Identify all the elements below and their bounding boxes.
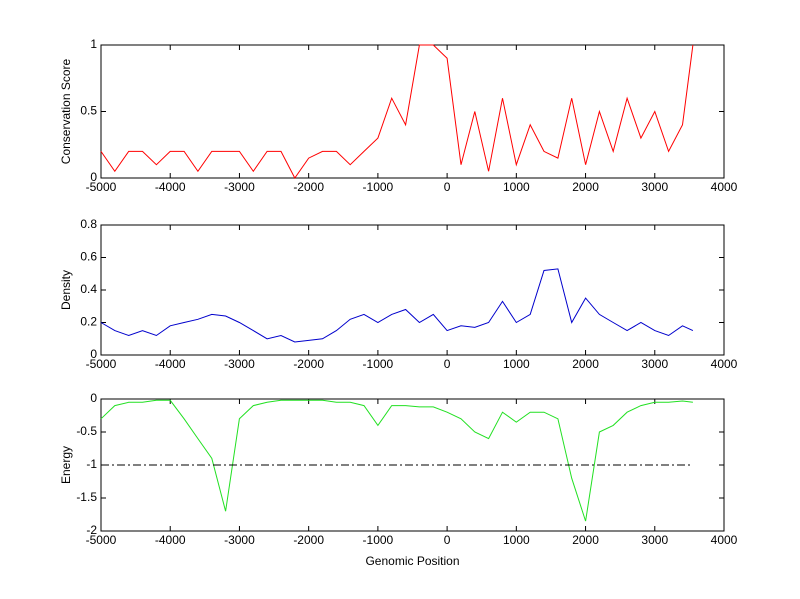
x-tick-label: 1000 — [503, 357, 530, 371]
x-tick-label: -5000 — [86, 533, 117, 547]
y-tick-label: 0 — [90, 170, 97, 184]
x-tick-label: -1000 — [363, 357, 394, 371]
x-tick-label: -1000 — [363, 533, 394, 547]
x-tick-label: -3000 — [224, 533, 255, 547]
x-tick-label: 0 — [444, 357, 451, 371]
x-tick-label: 2000 — [572, 357, 599, 371]
x-tick-label: -4000 — [155, 533, 186, 547]
x-tick-label: -3000 — [224, 180, 255, 194]
y-tick-label: -0.5 — [76, 424, 97, 438]
y-axis-label: Density — [59, 270, 73, 310]
x-tick-label: -3000 — [224, 357, 255, 371]
x-tick-label: 4000 — [711, 533, 738, 547]
x-tick-label: -2000 — [293, 180, 324, 194]
y-tick-label: 0.8 — [80, 217, 97, 231]
x-tick-label: 4000 — [711, 357, 738, 371]
y-tick-label: -1 — [86, 457, 97, 471]
x-axis-label: Genomic Position — [365, 554, 459, 568]
x-tick-label: -2000 — [293, 357, 324, 371]
data-line — [100, 268, 694, 343]
x-tick-label: 4000 — [711, 180, 738, 194]
x-tick-label: -2000 — [293, 533, 324, 547]
y-tick-label: 0 — [90, 391, 97, 405]
y-tick-label: 0.5 — [80, 104, 97, 118]
y-axis-label: Energy — [59, 446, 73, 484]
axes-box — [100, 44, 725, 179]
y-tick-label: 1 — [90, 37, 97, 51]
x-tick-label: 1000 — [503, 180, 530, 194]
data-line — [100, 44, 694, 179]
x-tick-label: 2000 — [572, 533, 599, 547]
x-tick-label: 3000 — [641, 533, 668, 547]
y-tick-label: 0.2 — [80, 315, 97, 329]
axes-box — [100, 224, 725, 356]
y-tick-label: 0.4 — [80, 282, 97, 296]
x-tick-label: 3000 — [641, 357, 668, 371]
y-tick-label: -2 — [86, 523, 97, 537]
x-tick-label: -5000 — [86, 180, 117, 194]
x-tick-label: 2000 — [572, 180, 599, 194]
x-tick-label: -5000 — [86, 357, 117, 371]
y-axis-label: Conservation Score — [59, 58, 73, 164]
x-tick-label: 0 — [444, 533, 451, 547]
x-tick-label: -4000 — [155, 357, 186, 371]
x-tick-label: 0 — [444, 180, 451, 194]
y-tick-label: 0 — [90, 347, 97, 361]
y-tick-label: 0.6 — [80, 250, 97, 264]
x-tick-label: 3000 — [641, 180, 668, 194]
x-tick-label: -4000 — [155, 180, 186, 194]
data-line — [100, 399, 693, 522]
x-tick-label: 1000 — [503, 533, 530, 547]
y-tick-label: -1.5 — [76, 490, 97, 504]
x-tick-label: -1000 — [363, 180, 394, 194]
